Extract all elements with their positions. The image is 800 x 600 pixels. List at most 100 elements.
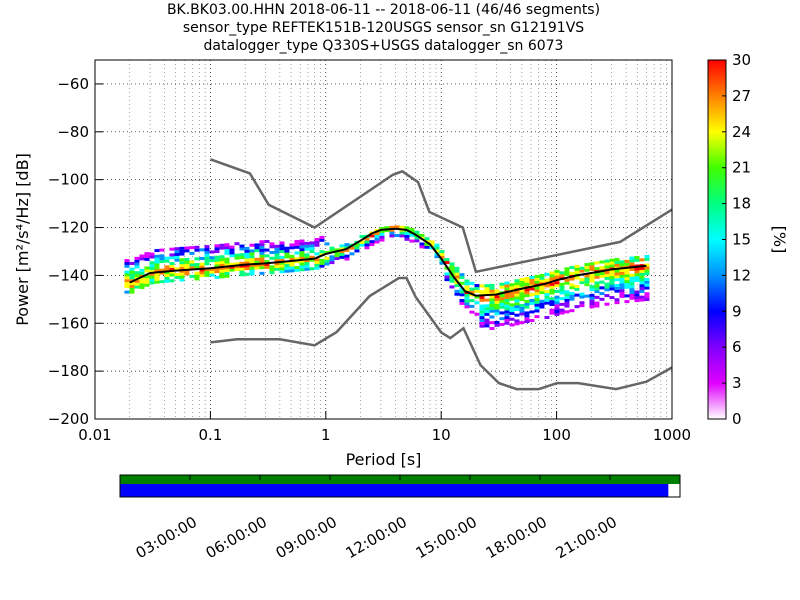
heatmap-cell xyxy=(354,243,360,247)
heatmap-cell xyxy=(574,287,580,291)
heatmap-cell xyxy=(169,262,175,266)
heatmap-cell xyxy=(554,312,560,316)
heatmap-cell xyxy=(194,257,200,261)
heatmap-cell xyxy=(124,261,130,265)
heatmap-cell xyxy=(559,271,565,275)
heatmap-cell xyxy=(599,271,605,275)
heatmap-cell xyxy=(629,259,635,263)
heatmap-cell xyxy=(554,304,560,308)
high-noise-model-line xyxy=(209,158,673,274)
heatmap-cell xyxy=(184,269,190,273)
heatmap-cell xyxy=(319,261,325,265)
heatmap-cell xyxy=(634,299,640,303)
heatmap-cell xyxy=(154,269,160,273)
heatmap-cell xyxy=(514,284,520,288)
heatmap-cell xyxy=(559,308,565,312)
availability-tick-label: 12:00:00 xyxy=(343,513,410,562)
heatmap-cell xyxy=(469,299,475,303)
heatmap-cell xyxy=(534,306,540,310)
heatmap-cell xyxy=(484,312,490,316)
heatmap-cell xyxy=(479,316,485,320)
heatmap-cell xyxy=(524,302,530,306)
heatmap-cell xyxy=(189,246,195,250)
heatmap-cell xyxy=(629,285,635,289)
heatmap-cell xyxy=(594,261,600,265)
heatmap-cell xyxy=(219,260,225,264)
heatmap-cell xyxy=(519,298,525,302)
chart-title-line-2: sensor_type REFTEK151B-120USGS sensor_sn… xyxy=(182,20,585,36)
heatmap-cell xyxy=(444,275,450,279)
heatmap-cell xyxy=(249,272,255,276)
heatmap-cell xyxy=(259,271,265,275)
heatmap-cell xyxy=(189,251,195,255)
heatmap-cell xyxy=(214,258,220,262)
heatmap-cell xyxy=(144,254,150,258)
x-tick-label: 1 xyxy=(321,426,331,444)
heatmap-cell xyxy=(599,260,605,264)
heatmap-cell xyxy=(524,320,530,324)
heatmap-cell xyxy=(169,264,175,268)
heatmap-cell xyxy=(534,292,540,296)
heatmap-cell xyxy=(609,273,615,277)
heatmap-cell xyxy=(579,295,585,299)
heatmap-cell xyxy=(219,266,225,270)
heatmap-cell xyxy=(444,278,450,282)
heatmap-cell xyxy=(154,266,160,270)
heatmap-cell xyxy=(354,246,360,250)
heatmap-cell xyxy=(624,300,630,304)
heatmap-cell xyxy=(559,285,565,289)
heatmap-cell xyxy=(209,250,215,254)
heatmap-cell xyxy=(504,281,510,285)
heatmap-cell xyxy=(219,269,225,273)
heatmap-cell xyxy=(149,264,155,268)
heatmap-cell xyxy=(624,274,630,278)
heatmap-cell xyxy=(379,227,385,231)
heatmap-cell xyxy=(489,306,495,310)
heatmap-cell xyxy=(199,271,205,275)
heatmap-cell xyxy=(639,258,645,262)
heatmap-cell xyxy=(619,294,625,298)
heatmap-cell xyxy=(549,302,555,306)
heatmap-cell xyxy=(509,323,515,327)
heatmap-cell xyxy=(179,272,185,276)
heatmap-cell xyxy=(644,286,650,290)
heatmap-cell xyxy=(344,257,350,261)
heatmap-cell xyxy=(264,239,270,243)
heatmap-cell xyxy=(609,261,615,265)
heatmap-cell xyxy=(144,257,150,261)
heatmap-cell xyxy=(234,253,240,257)
heatmap-cell xyxy=(489,303,495,307)
heatmap-cell xyxy=(239,247,245,251)
heatmap-cell xyxy=(164,273,170,277)
heatmap-cell xyxy=(584,274,590,278)
heatmap-cell xyxy=(634,255,640,259)
heatmap-cell xyxy=(134,282,140,286)
heatmap-cell xyxy=(589,293,595,297)
heatmap-cell xyxy=(179,261,185,265)
heatmap-cell xyxy=(214,275,220,279)
heatmap-cell xyxy=(404,232,410,236)
heatmap-cell xyxy=(449,285,455,289)
heatmap-cell xyxy=(294,257,300,261)
heatmap-cell xyxy=(269,271,275,275)
heatmap-cell xyxy=(239,256,245,260)
heatmap-cell xyxy=(634,276,640,280)
heatmap-cell xyxy=(509,306,515,310)
colorbar-tick-label: 12 xyxy=(732,266,751,284)
heatmap-cell xyxy=(314,243,320,247)
heatmap-cell xyxy=(549,311,555,315)
heatmap-cell xyxy=(474,312,480,316)
heatmap-cell xyxy=(404,237,410,241)
heatmap-cell xyxy=(529,310,535,314)
heatmap-cell xyxy=(509,294,515,298)
heatmap-cell xyxy=(559,297,565,301)
heatmap-cell xyxy=(484,284,490,288)
heatmap-cell xyxy=(444,258,450,262)
heatmap-cell xyxy=(364,246,370,250)
heatmap-cell xyxy=(224,269,230,273)
heatmap-cell xyxy=(599,266,605,270)
heatmap-cell xyxy=(514,299,520,303)
heatmap-cell xyxy=(459,276,465,280)
heatmap-cell xyxy=(634,273,640,277)
heatmap-cell xyxy=(329,246,335,250)
